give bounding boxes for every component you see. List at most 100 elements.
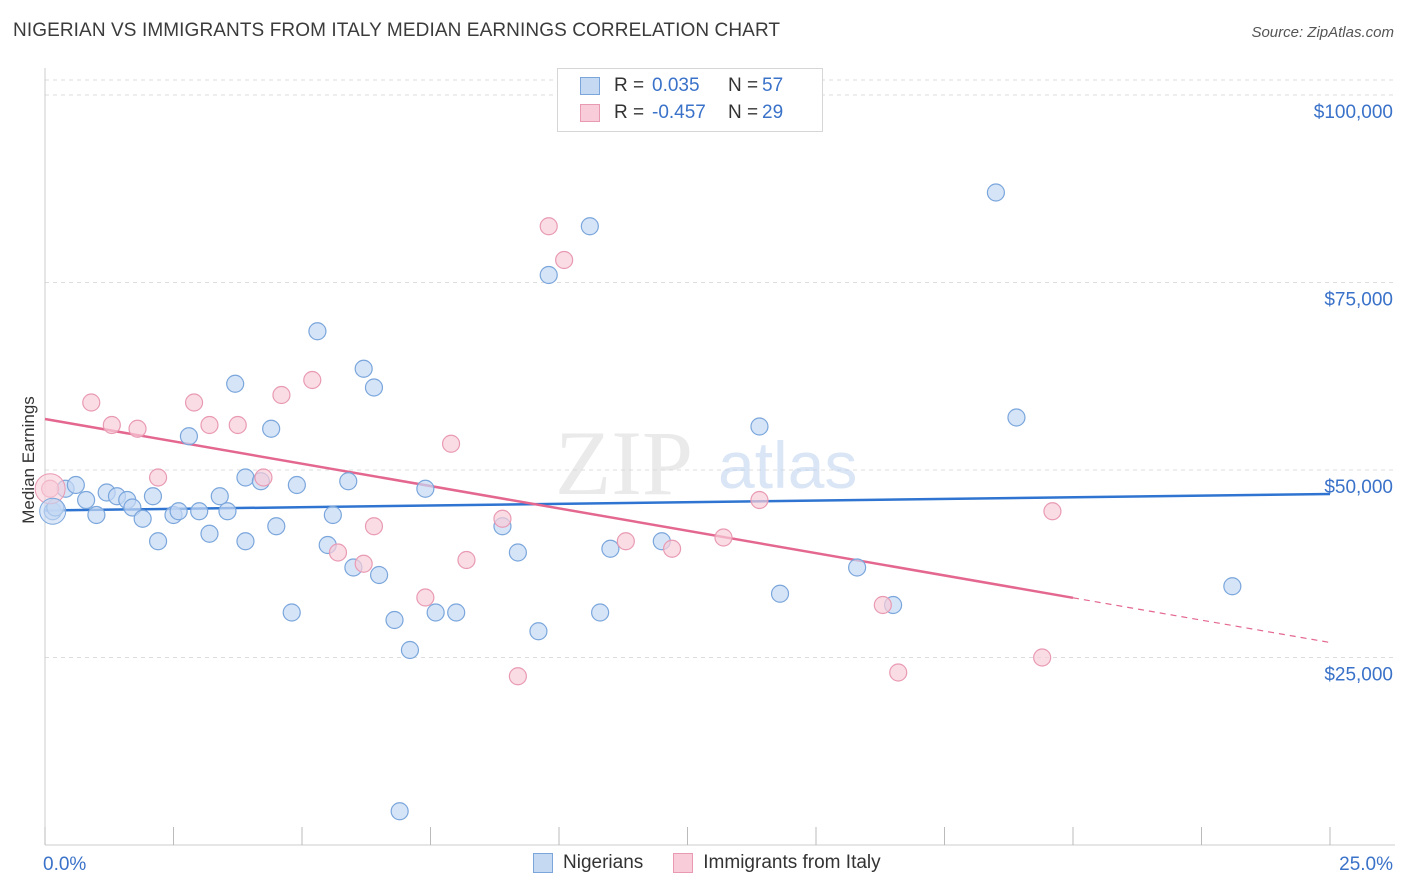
nigerian-point (226, 374, 245, 393)
nigerian-point (339, 472, 358, 491)
legend-row-italy: R = -0.457 N = 29 (580, 100, 783, 126)
italy-point (441, 434, 461, 453)
nigerian-point (236, 532, 255, 551)
nigerian-point (591, 603, 610, 622)
italy-point (539, 217, 558, 236)
nigerian-point (190, 502, 209, 521)
legend-label-italy: Immigrants from Italy (703, 852, 881, 873)
nigerian-point-large (39, 497, 67, 525)
nigerian-point (750, 417, 769, 436)
nigerian-point (179, 427, 199, 446)
nigerian-point (370, 565, 389, 585)
nigerian-point (770, 584, 790, 603)
italy-point (364, 517, 384, 536)
nigerian-point (123, 498, 142, 517)
legend-r-label: R = (614, 102, 645, 123)
watermark-atlas: atlas (718, 428, 857, 502)
nigerian-point (282, 603, 301, 622)
source-label: Source: ZipAtlas.com (1251, 24, 1394, 41)
nigerian-point (218, 502, 237, 521)
italy-trend-line (44, 417, 1074, 600)
legend-item-italy[interactable]: Immigrants from Italy (673, 852, 881, 874)
legend-n-label: N = (728, 75, 759, 96)
y-tick-label: $25,000 (1324, 665, 1393, 686)
italy-point (662, 539, 682, 558)
italy-point (328, 543, 348, 562)
nigerian-point (580, 217, 599, 236)
trend-layer (44, 417, 1331, 644)
nigerian-point (148, 532, 168, 551)
italy-point (873, 595, 892, 615)
nigerian-point (390, 802, 409, 821)
nigerian-point (447, 603, 466, 622)
nigerian-point (267, 517, 286, 536)
legend-r-value: 0.035 (652, 75, 700, 96)
italy-point (889, 663, 908, 682)
nigerian-point (287, 475, 306, 495)
nigerian-point (385, 610, 404, 630)
italy-point (714, 528, 733, 547)
grid-layer (45, 79, 1395, 658)
nigerian-point (539, 265, 558, 285)
legend-swatch-blue (533, 853, 553, 873)
italy-point (82, 393, 101, 412)
legend-r-label: R = (614, 75, 645, 96)
watermark: ZIP atlas (555, 412, 857, 514)
nigerian-point (262, 419, 281, 438)
nigerian-point (986, 183, 1006, 202)
italy-point (457, 550, 476, 570)
watermark-zip: ZIP (555, 412, 693, 514)
y-tick-label: $75,000 (1324, 290, 1393, 311)
nigerian-point (77, 490, 96, 510)
nigerian-point (848, 558, 867, 577)
legend-label-nigerians: Nigerians (563, 852, 644, 873)
italy-point (254, 468, 273, 487)
italy-point (228, 415, 247, 435)
italy-point (148, 468, 168, 487)
nigerian-point (416, 479, 435, 498)
legend-item-nigerians[interactable]: Nigerians (533, 852, 643, 874)
nigerian-point (400, 640, 420, 660)
italy-point (493, 509, 512, 528)
italy-point (354, 554, 373, 573)
nigerian-point (601, 539, 620, 558)
italy-point (1033, 648, 1052, 667)
italy-point (750, 490, 769, 510)
italy-point (102, 415, 121, 435)
nigerian-point (508, 543, 527, 562)
nigerian-point (426, 603, 445, 622)
nigerian-point (529, 622, 548, 641)
legend-swatch-pink (580, 104, 600, 122)
correlation-legend: R = 0.035 N = 57 R = -0.457 N = 29 (557, 68, 823, 132)
nigerian-point (1223, 577, 1242, 596)
nigerian-point (169, 502, 188, 521)
legend-swatch-blue (580, 77, 600, 95)
italy-point (508, 667, 527, 686)
italy-point (303, 370, 322, 390)
y-tick-label: $100,000 (1314, 102, 1393, 123)
legend-swatch-pink (673, 853, 694, 873)
legend-n-label: N = (728, 102, 759, 123)
nigerian-point (87, 505, 106, 525)
series-legend: Nigerians Immigrants from Italy (533, 852, 911, 874)
legend-n-value: 57 (762, 75, 784, 96)
legend-n-value: 29 (762, 102, 784, 123)
legend-row-nigerians: R = 0.035 N = 57 (580, 73, 783, 99)
nigerian-point (200, 524, 219, 543)
nigerian-point (308, 322, 327, 341)
nigerians-trend-line (44, 492, 1331, 512)
labels-layer: $25,000 $50,000 $75,000 $100,000 0.0% 25.0% (43, 102, 1393, 875)
legend-r-value: -0.457 (652, 102, 706, 123)
nigerian-point (133, 509, 152, 528)
italy-point (616, 532, 635, 551)
y-tick-label: $50,000 (1324, 477, 1393, 498)
nigerian-point (354, 359, 373, 378)
chart-title: NIGERIAN VS IMMIGRANTS FROM ITALY MEDIAN… (13, 20, 781, 41)
x-tick-label: 0.0% (43, 854, 86, 875)
italy-point (416, 588, 435, 607)
y-axis-title: Median Earnings (19, 396, 38, 524)
italy-point (184, 393, 204, 412)
nigerian-point (364, 378, 384, 397)
nigerian-point (66, 475, 85, 495)
